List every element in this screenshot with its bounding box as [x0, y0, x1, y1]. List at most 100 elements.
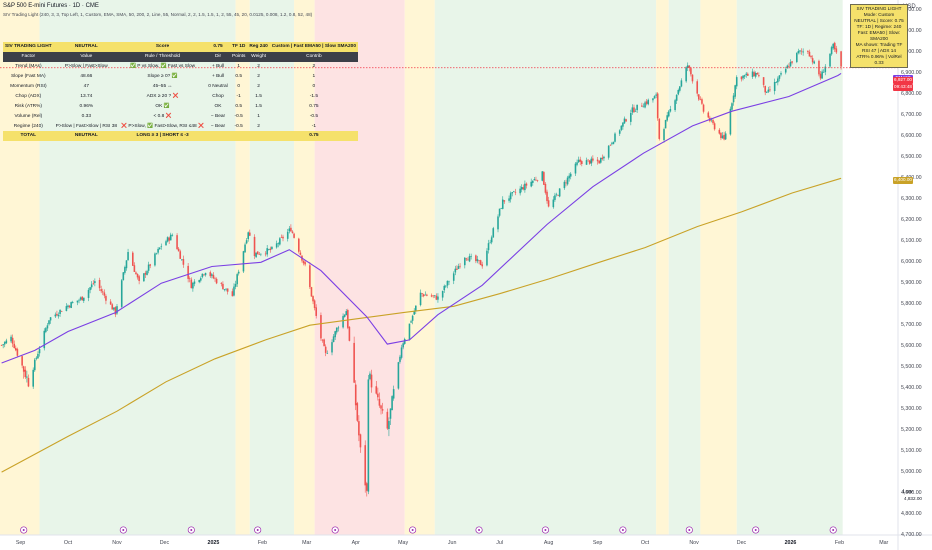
candle-body: [193, 281, 196, 284]
candle-body: [105, 295, 107, 301]
candle-body: [171, 235, 174, 236]
candle-body: [146, 271, 148, 275]
score-table-cell: -0.5: [309, 113, 319, 119]
candle-body: [386, 411, 389, 429]
candle-body: [503, 200, 506, 202]
candle-body: [242, 251, 245, 272]
candle-body: [576, 162, 578, 165]
score-table-cell: Rule / Threshold: [119, 51, 207, 62]
candle-body: [679, 86, 681, 91]
candle-body: [656, 93, 659, 119]
score-table-cell: -1: [311, 123, 317, 129]
info-box-line: Mode: Custom: [863, 12, 895, 17]
candle-body: [135, 272, 137, 275]
candle-body: [421, 293, 423, 294]
candle-body: [620, 125, 623, 130]
candle-body: [569, 173, 572, 177]
candle-body: [2, 344, 4, 346]
score-table-cell: [206, 131, 231, 141]
candle-body: [478, 260, 480, 261]
candle-body: [707, 112, 710, 118]
y-tick-label: 5,800.00: [901, 301, 922, 308]
candle-body: [457, 266, 460, 269]
candle-body: [198, 280, 201, 283]
candle-body: [267, 249, 270, 250]
candle-body: [70, 302, 72, 309]
candle-body: [5, 340, 8, 344]
low-value: 4,832.00: [901, 496, 925, 503]
candle-body: [388, 420, 390, 430]
event-marker-dot: [256, 529, 259, 531]
candle-body: [356, 403, 359, 421]
candle-body: [647, 99, 650, 105]
score-table-cell: TF 1D: [230, 42, 248, 52]
candle-body: [79, 297, 82, 300]
candle-body: [377, 393, 379, 398]
candle-body: [789, 61, 792, 67]
event-marker-dot: [122, 529, 125, 531]
candle-body: [215, 278, 218, 284]
y-tick-label: 6,800.00: [901, 91, 922, 98]
candle-body: [87, 289, 90, 298]
candle-body: [840, 51, 842, 67]
candle-body: [231, 291, 234, 297]
candle-body: [125, 260, 128, 269]
candle-body: [829, 53, 831, 67]
score-table-cell: + Bull: [211, 74, 225, 80]
candle-body: [819, 73, 822, 79]
candle-body: [702, 104, 705, 112]
candle-body: [326, 353, 329, 354]
score-table-cell: 45–55 ↔: [152, 84, 173, 89]
candle-body: [248, 232, 251, 236]
candle-body: [192, 282, 194, 289]
candle-body: [71, 302, 74, 304]
score-table-cell: 1: [257, 113, 260, 119]
score-table-cell: 2: [312, 64, 316, 70]
candle-body: [742, 75, 744, 79]
candle-body: [775, 82, 778, 84]
candle-body: [157, 248, 159, 253]
candle-body: [78, 299, 80, 301]
score-table-cell: SIV TRADING LIGHT: [3, 42, 54, 52]
score-table-cell: 13.74: [80, 93, 93, 99]
candle-body: [563, 181, 566, 189]
candle-body: [577, 159, 580, 163]
score-table-cell: Reg 240: [247, 42, 270, 52]
score-table-row: Momentum (RSI) 47 45–55 ↔ 0 Neutral 0 2 0: [3, 82, 358, 92]
score-table-cell: Weight: [247, 51, 270, 62]
score-table-cell: 2: [257, 84, 260, 89]
candle-body: [358, 421, 360, 436]
candle-body: [244, 244, 246, 253]
score-table: SIV TRADING LIGHT NEUTRAL Score 0.75 TF 1D Re…: [3, 42, 359, 141]
y-tick-label: 5,300.00: [901, 406, 922, 413]
candle-body: [92, 283, 95, 284]
candle-body: [685, 67, 687, 82]
candle-body: [555, 194, 558, 195]
candle-body: [713, 123, 716, 130]
y-tick-label: 6,100.00: [901, 238, 922, 245]
signal-info-box: SIV TRADING LIGHT Mode: Custom NEUTRAL | S…: [850, 4, 908, 68]
score-table-cell: -0.5: [234, 123, 243, 129]
candle-body: [389, 408, 392, 419]
candle-body: [320, 315, 322, 339]
candle-body: [347, 310, 349, 328]
candle-body: [799, 50, 801, 52]
regime-zone-bull: [736, 0, 843, 535]
score-table-cell: 0.75: [269, 131, 359, 141]
candle-body: [169, 234, 172, 241]
candle-body: [111, 304, 114, 310]
candle-body: [435, 295, 438, 300]
candle-body: [359, 434, 362, 448]
indicator-settings[interactable]: SIV Trading Light (240, 3, 3, Top Left, …: [3, 12, 313, 17]
candle-body: [777, 78, 779, 83]
candle-body: [60, 311, 63, 312]
candle-body: [313, 300, 316, 308]
score-table-cell: Value: [53, 51, 120, 62]
score-table-cell: 0.75: [309, 103, 319, 109]
candle-body: [223, 289, 226, 290]
x-tick-label: Oct: [640, 540, 650, 546]
y-tick-label: 5,700.00: [901, 322, 922, 329]
candle-body: [188, 278, 191, 280]
candle-body: [291, 231, 294, 234]
candle-body: [465, 258, 468, 260]
